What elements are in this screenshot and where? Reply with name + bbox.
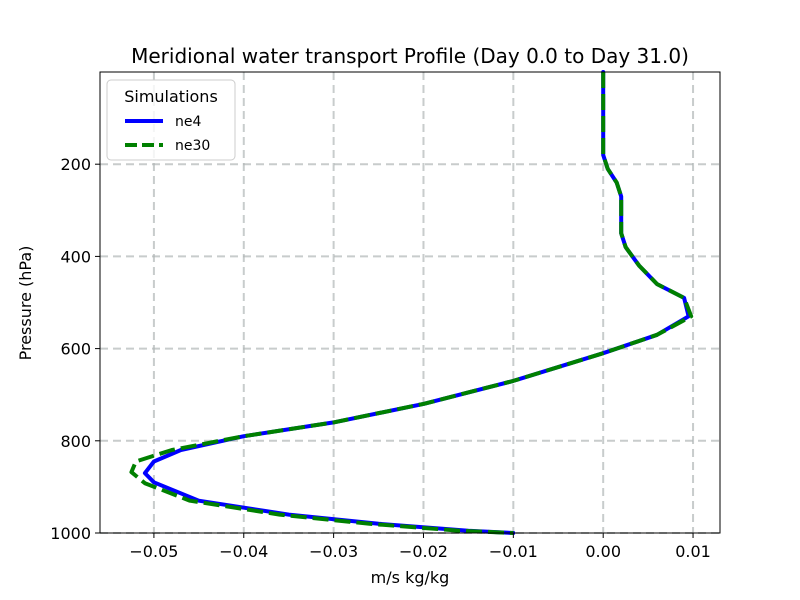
y-tick-label: 600	[60, 340, 91, 359]
legend-title: Simulations	[124, 87, 218, 106]
x-tick-label: −0.01	[489, 542, 538, 561]
series-line-ne30	[129, 72, 694, 535]
x-tick-label: 0.01	[675, 542, 711, 561]
y-axis-label: Pressure (hPa)	[16, 246, 35, 361]
x-tick-label: −0.02	[399, 542, 448, 561]
chart-title: Meridional water transport Profile (Day …	[131, 44, 689, 68]
x-axis-label: m/s kg/kg	[371, 568, 450, 587]
legend: Simulations ne4 ne30	[106, 79, 236, 161]
plot-frame	[99, 71, 721, 534]
y-tick-label: 1000	[50, 524, 91, 543]
x-tick-label: 0.00	[585, 542, 621, 561]
y-tick-label: 400	[60, 247, 91, 266]
x-axis-ticks: −0.05 −0.04 −0.03 −0.02 −0.01 0.00 0.01	[129, 533, 711, 561]
legend-box	[106, 79, 236, 161]
y-tick-label: 800	[60, 432, 91, 451]
x-tick-label: −0.03	[309, 542, 358, 561]
series-layer	[129, 70, 694, 535]
x-tick-label: −0.05	[129, 542, 178, 561]
y-axis-ticks: 200 400 600 800 1000	[50, 155, 100, 543]
x-tick-label: −0.04	[219, 542, 268, 561]
legend-label-ne4: ne4	[175, 114, 201, 130]
legend-label-ne30: ne30	[175, 138, 210, 154]
y-tick-label: 200	[60, 155, 91, 174]
